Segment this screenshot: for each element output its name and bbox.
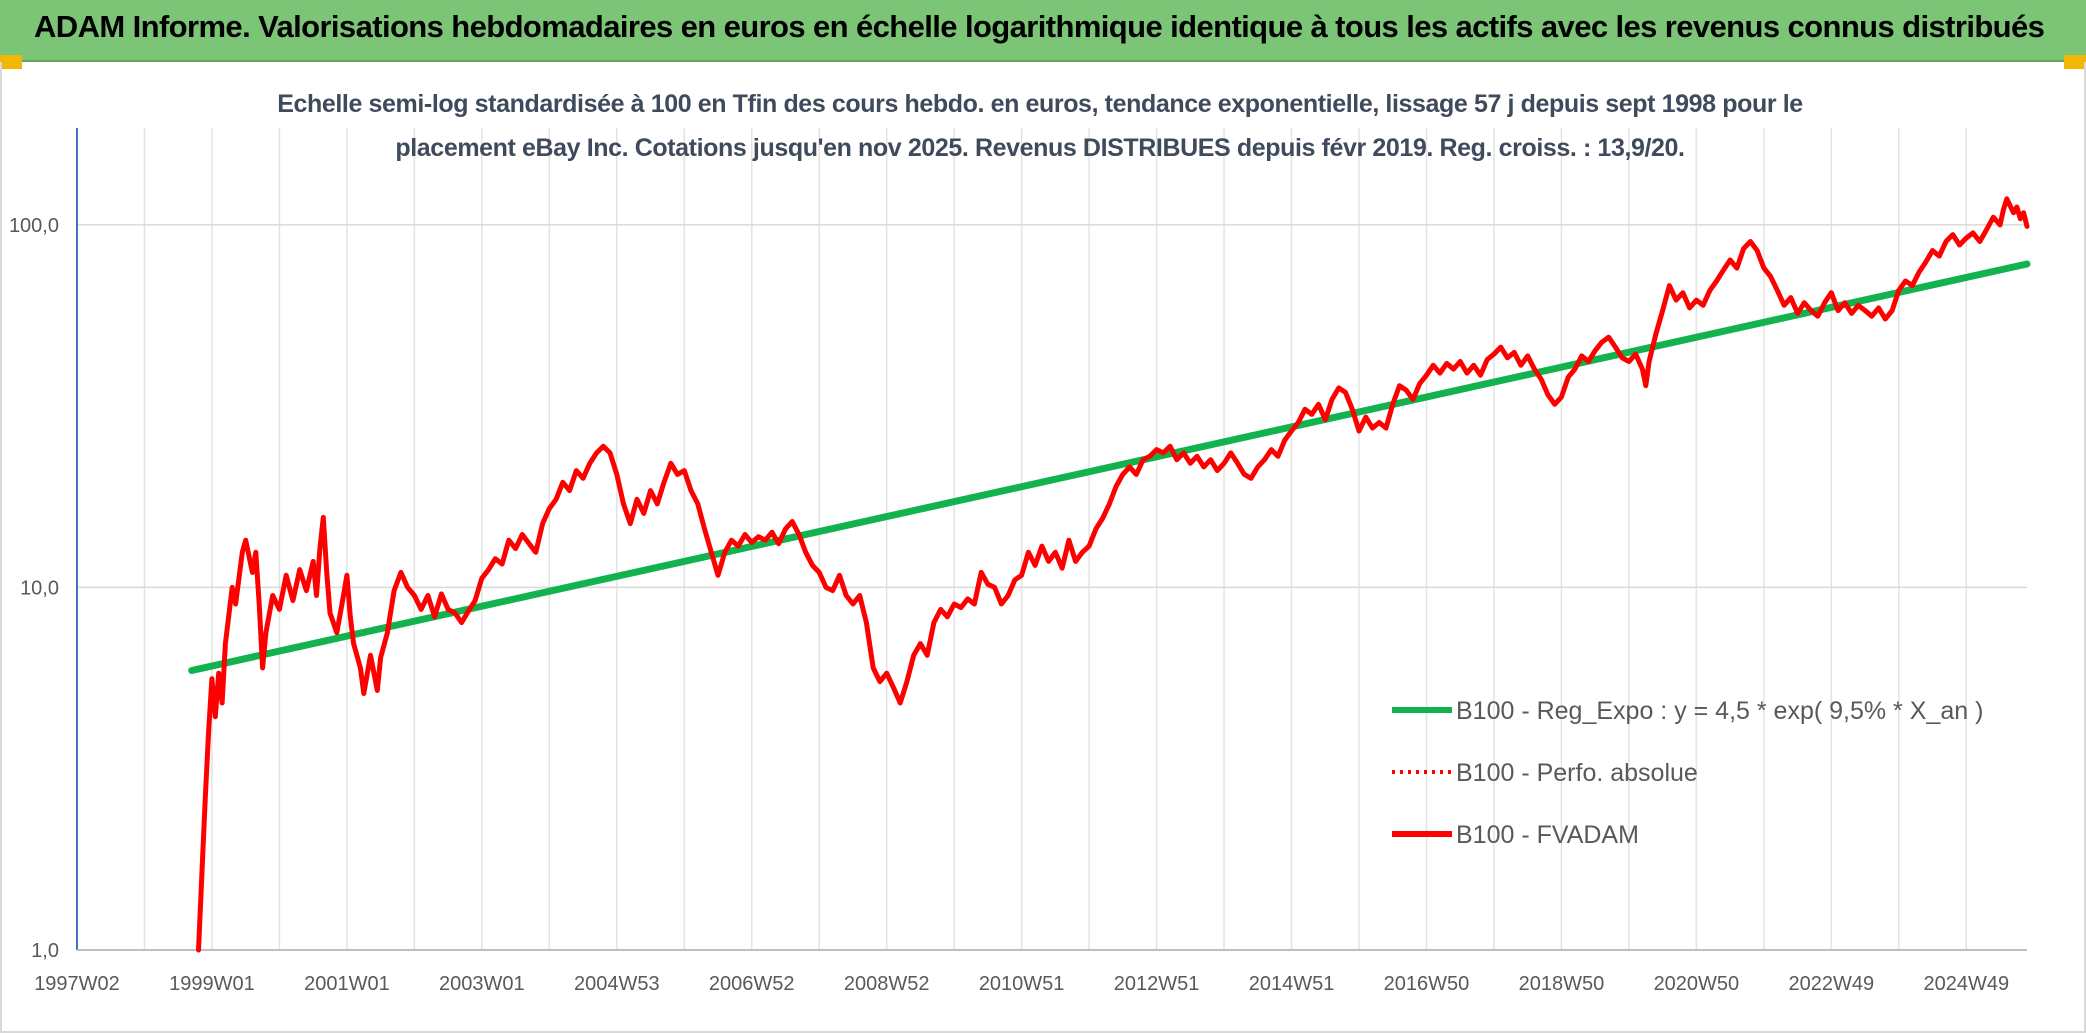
x-tick-label: 2016W50 bbox=[1384, 973, 1470, 995]
x-tick-label: 1999W01 bbox=[169, 973, 255, 995]
x-tick-label: 2008W52 bbox=[844, 973, 930, 995]
page-title: ADAM Informe. Valorisations hebdomadaire… bbox=[34, 9, 2045, 44]
x-tick-label: 2010W51 bbox=[979, 973, 1065, 995]
series-line-1 bbox=[188, 260, 2031, 674]
x-tick-label: 2006W52 bbox=[709, 973, 795, 995]
x-tick-label: 2024W49 bbox=[1923, 973, 2009, 995]
corner-mark-left bbox=[0, 55, 22, 69]
chart-title-line-1: Echelle semi-log standardisée à 100 en T… bbox=[277, 90, 1803, 118]
x-tick-label: 2003W01 bbox=[439, 973, 525, 995]
y-tick-label: 1,0 bbox=[31, 940, 59, 962]
series-lines bbox=[188, 196, 2031, 953]
header-bar: ADAM Informe. Valorisations hebdomadaire… bbox=[0, 0, 2086, 62]
legend-label-2: B100 - Perfo. absolue bbox=[1456, 759, 1698, 787]
tick-labels: 1,0 10,0 100,0 1997W02 1999W01 2001W01 2003W01… bbox=[9, 215, 2009, 995]
axes bbox=[76, 128, 2027, 951]
x-tick-label: 2020W50 bbox=[1654, 973, 1740, 995]
legend: B100 - Reg_Expo : y = 4,5 * exp( 9,5% * … bbox=[1392, 697, 1983, 849]
legend-label-1: B100 - Reg_Expo : y = 4,5 * exp( 9,5% * … bbox=[1456, 697, 1983, 725]
chart-frame bbox=[0, 62, 2086, 1033]
x-tick-label: 2014W51 bbox=[1249, 973, 1335, 995]
x-tick-label: 1997W02 bbox=[34, 973, 120, 995]
x-tick-label: 2018W50 bbox=[1519, 973, 1605, 995]
x-tick-label: 2022W49 bbox=[1789, 973, 1875, 995]
legend-label-3: B100 - FVADAM bbox=[1456, 821, 1639, 849]
x-tick-label: 2004W53 bbox=[574, 973, 660, 995]
x-tick-label: 2012W51 bbox=[1114, 973, 1200, 995]
y-tick-label: 10,0 bbox=[20, 577, 59, 599]
y-tick-label: 100,0 bbox=[9, 215, 59, 237]
series-line-3 bbox=[196, 196, 2030, 953]
grid-lines bbox=[77, 128, 2027, 951]
corner-mark-right bbox=[2064, 55, 2086, 69]
chart-title-line-2: placement eBay Inc. Cotations jusqu'en n… bbox=[395, 134, 1685, 162]
x-tick-label: 2001W01 bbox=[304, 973, 390, 995]
